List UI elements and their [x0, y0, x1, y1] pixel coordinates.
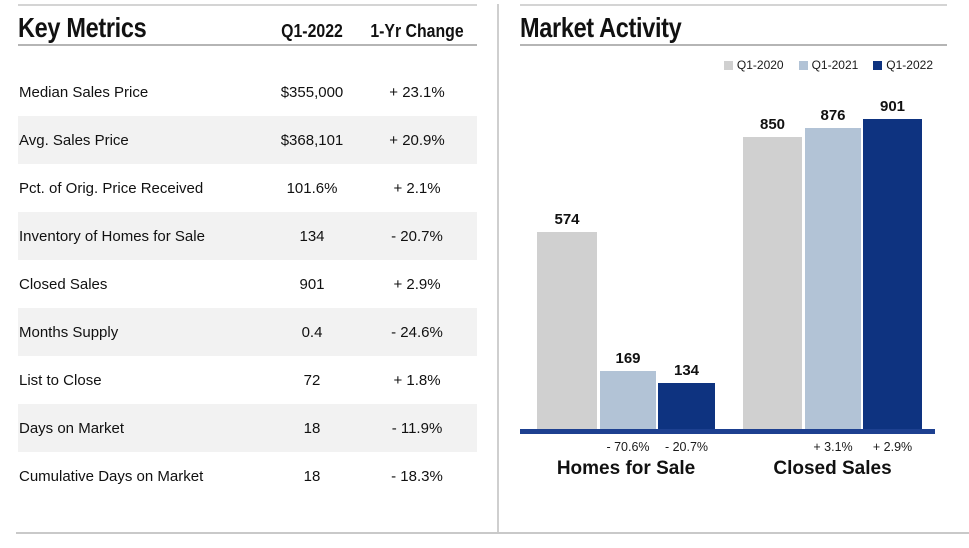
bar-value-label: 876	[820, 107, 846, 124]
market-activity-title: Market Activity	[520, 12, 682, 43]
row-change: + 23.1%	[389, 83, 445, 101]
bar-q1-2020-homes-for-sale	[537, 232, 597, 429]
column-header-change: 1-Yr Change	[370, 21, 464, 41]
table-row: Pct. of Orig. Price Received 101.6% + 2.1%	[18, 164, 477, 212]
row-change: + 2.1%	[393, 179, 441, 197]
row-change: + 20.9%	[389, 131, 445, 149]
legend-label: Q1-2021	[811, 58, 859, 72]
legend-label: Q1-2020	[736, 58, 784, 72]
table-row: Median Sales Price $355,000 + 23.1%	[18, 68, 477, 116]
legend-item: Q1-2021	[798, 58, 859, 72]
table-row: List to Close 72 + 1.8%	[18, 356, 477, 404]
table-row: Closed Sales 901 + 2.9%	[18, 260, 477, 308]
bar-pct-change-label: + 3.1%	[813, 440, 853, 454]
bar-pct-change-label: - 20.7%	[664, 440, 709, 454]
legend-item: Q1-2020	[723, 58, 784, 72]
row-label: Days on Market	[19, 419, 125, 437]
row-label: Avg. Sales Price	[19, 131, 129, 149]
row-label: Cumulative Days on Market	[19, 467, 204, 485]
top-rule-right	[520, 4, 947, 6]
bottom-rule	[16, 532, 969, 534]
panel-divider	[497, 4, 499, 533]
table-row: Cumulative Days on Market 18 - 18.3%	[18, 452, 477, 500]
bar-value-label: 901	[879, 98, 906, 115]
row-label: Inventory of Homes for Sale	[19, 227, 205, 245]
row-label: Months Supply	[19, 323, 119, 341]
row-label: Median Sales Price	[19, 83, 149, 101]
bar-q1-2022-homes-for-sale	[658, 383, 715, 429]
legend-item: Q1-2022	[873, 58, 933, 72]
row-value: 134	[299, 227, 325, 245]
row-change: + 1.8%	[393, 371, 441, 389]
bar-pct-change-label: + 2.9%	[872, 440, 913, 454]
table-row: Days on Market 18 - 11.9%	[18, 404, 477, 452]
row-value: $355,000	[280, 83, 344, 101]
category-label: Homes for Sale	[556, 458, 696, 479]
key-metrics-header: Key Metrics Q1-2022 1-Yr Change	[18, 8, 477, 44]
market-activity-header: Market Activity	[520, 8, 947, 44]
column-header-period: Q1-2022	[281, 21, 343, 41]
bar-value-label: 134	[673, 362, 700, 379]
bar-q1-2020-closed-sales	[743, 137, 802, 429]
row-change: + 2.9%	[393, 275, 441, 293]
row-value: 0.4	[301, 323, 323, 341]
legend-label: Q1-2022	[886, 58, 933, 72]
key-metrics-table: Median Sales Price $355,000 + 23.1% Avg. Sa…	[18, 68, 477, 500]
legend-swatch-q1-2021	[798, 60, 808, 70]
table-row: Avg. Sales Price $368,101 + 20.9%	[18, 116, 477, 164]
bar-chart: 574 169 - 70.6% 134 - 20.7% Homes for Sale 850…	[520, 98, 947, 479]
bar-q1-2021-closed-sales	[805, 128, 861, 429]
header-rule	[18, 44, 477, 46]
row-change: - 20.7%	[391, 227, 443, 245]
x-axis-baseline	[520, 429, 935, 434]
top-rule-left	[18, 4, 477, 6]
row-label: Closed Sales	[19, 275, 108, 293]
row-value: 72	[303, 371, 321, 389]
row-value: 101.6%	[286, 179, 338, 197]
row-label: Pct. of Orig. Price Received	[19, 179, 204, 197]
bar-value-label: 850	[759, 116, 786, 133]
row-value: 901	[299, 275, 325, 293]
row-change: - 11.9%	[391, 419, 443, 437]
table-row: Inventory of Homes for Sale 134 - 20.7%	[18, 212, 477, 260]
title-rule	[520, 44, 947, 46]
row-change: - 24.6%	[391, 323, 443, 341]
row-change: - 18.3%	[391, 467, 443, 485]
category-label: Closed Sales	[773, 458, 892, 479]
row-value: $368,101	[280, 131, 344, 149]
row-value: 18	[303, 467, 321, 485]
bar-value-label: 574	[554, 211, 580, 228]
legend-swatch-q1-2022	[873, 60, 883, 70]
bar-pct-change-label: - 70.6%	[606, 440, 650, 454]
key-metrics-title: Key Metrics	[18, 12, 147, 43]
legend-swatch-q1-2020	[723, 60, 733, 70]
row-label: List to Close	[19, 371, 102, 389]
bar-q1-2021-homes-for-sale	[600, 371, 656, 429]
chart-legend: Q1-2020 Q1-2021 Q1-2022	[520, 58, 933, 72]
table-row: Months Supply 0.4 - 24.6%	[18, 308, 477, 356]
row-value: 18	[303, 419, 321, 437]
bar-q1-2022-closed-sales	[863, 119, 922, 429]
bar-value-label: 169	[615, 350, 641, 367]
